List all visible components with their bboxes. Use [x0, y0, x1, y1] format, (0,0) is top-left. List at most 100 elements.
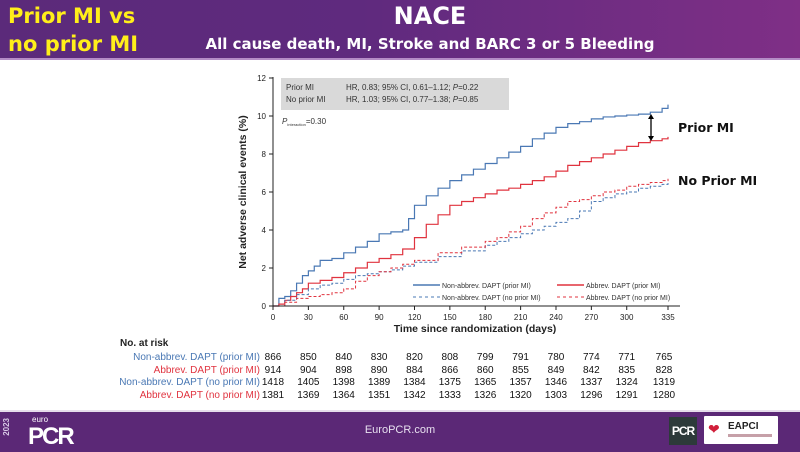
y-tick-label: 10 — [257, 112, 266, 121]
risk-value: 1280 — [652, 389, 676, 401]
risk-value: 1375 — [438, 377, 461, 388]
risk-table-row: Non-abbrev. DAPT (no prior MI) 1418 1405 13… — [0, 377, 800, 389]
annotation-no-prior-mi: No Prior MI — [678, 173, 757, 188]
y-tick-label: 8 — [262, 150, 267, 159]
stats-box — [281, 78, 509, 110]
risk-value: 1369 — [297, 389, 320, 401]
footer-year: 2023 — [2, 418, 11, 436]
y-axis-label: Net adverse clinical events (%) — [237, 115, 249, 269]
x-tick-label: 180 — [479, 313, 493, 322]
risk-value: 1389 — [367, 377, 391, 388]
y-tick-label: 12 — [257, 74, 266, 83]
risk-value: 1319 — [652, 377, 676, 388]
series-line-1 — [273, 136, 669, 307]
risk-value: 808 — [441, 352, 459, 363]
x-tick-label: 60 — [339, 313, 348, 322]
series-line-3 — [273, 178, 669, 307]
footer-website[interactable]: EuroPCR.com — [364, 424, 436, 436]
risk-table-row: Abbrev. DAPT (prior MI) 914 904 898 890 884 86… — [0, 365, 800, 377]
legend-label: Abbrev. DAPT (no prior MI) — [586, 295, 670, 302]
difference-arrow — [648, 114, 654, 141]
risk-value: 765 — [655, 352, 673, 363]
risk-value: 1381 — [261, 389, 285, 401]
legend-label: Non-abbrev. DAPT (no prior MI) — [442, 295, 541, 302]
series-line-2 — [273, 182, 669, 307]
legend-label: Non-abbrev. DAPT (prior MI) — [442, 283, 531, 290]
slide-title: NACE — [393, 2, 467, 30]
risk-value: 849 — [547, 364, 565, 376]
eapci-label: EAPCI — [728, 421, 759, 432]
header-banner: Prior MI vs no prior MI NACE All cause d… — [0, 0, 800, 60]
x-tick-label: 335 — [661, 313, 675, 322]
risk-value: 820 — [406, 352, 423, 363]
eapci-badge: ❤ EAPCI — [704, 416, 778, 444]
legend-label: Abbrev. DAPT (prior MI) — [586, 283, 660, 290]
risk-value: 830 — [370, 352, 388, 363]
x-tick-label: 270 — [585, 313, 599, 322]
x-tick-label: 150 — [443, 313, 457, 322]
footer-logo-pcr: PCR — [28, 423, 75, 450]
stats-row-prior-mi: Prior MI HR, 0.83; 95% CI, 0.61–1.12; P=… — [286, 83, 479, 92]
risk-row-label: Abbrev. DAPT (no prior MI) — [139, 389, 260, 401]
heart-icon: ❤ — [708, 421, 720, 437]
chart-legend: Non-abbrev. DAPT (prior MI) Abbrev. DAPT… — [413, 283, 670, 302]
risk-value: 1346 — [544, 377, 568, 388]
risk-value: 791 — [512, 352, 529, 363]
risk-value: 1365 — [474, 377, 497, 388]
x-tick-label: 0 — [271, 313, 276, 322]
risk-value: 855 — [512, 364, 529, 376]
eapci-tagline — [728, 434, 772, 437]
risk-value: 1320 — [509, 389, 532, 401]
x-tick-label: 90 — [375, 313, 384, 322]
y-tick-label: 0 — [262, 302, 267, 311]
x-tick-label: 240 — [549, 313, 563, 322]
pcr-badge: PCR — [669, 417, 697, 445]
risk-value: 1324 — [615, 377, 638, 388]
stats-group-label: Prior MI — [286, 83, 314, 92]
y-tick-label: 4 — [262, 226, 267, 235]
risk-value: 1398 — [332, 377, 355, 388]
risk-value: 835 — [618, 364, 636, 376]
risk-value: 898 — [335, 364, 353, 376]
p-interaction: Pinteraction=0.30 — [282, 117, 327, 127]
risk-value: 866 — [264, 352, 282, 363]
comparison-title-line1: Prior MI vs — [8, 4, 136, 28]
x-ticks: 0 30 60 90 120 150 180 210 240 270 300 335 — [271, 306, 675, 322]
risk-value: 780 — [547, 352, 565, 363]
stats-hr-text: HR, 1.03; 95% CI, 0.77–1.38; P=0.85 — [346, 95, 479, 104]
risk-table-row: Non-abbrev. DAPT (prior MI) 866 850 840 830 8… — [0, 352, 800, 364]
risk-value: 1296 — [580, 389, 603, 401]
risk-value: 1326 — [474, 389, 497, 401]
risk-value: 1337 — [580, 377, 603, 388]
risk-row-label: Non-abbrev. DAPT (no prior MI) — [119, 377, 260, 388]
risk-value: 842 — [583, 364, 600, 376]
risk-value: 1351 — [367, 389, 391, 401]
risk-value: 771 — [618, 352, 636, 363]
risk-value: 914 — [264, 364, 282, 376]
x-tick-label: 210 — [514, 313, 528, 322]
risk-value: 884 — [406, 364, 423, 376]
y-tick-label: 6 — [262, 188, 267, 197]
y-ticks: 0 2 4 6 8 10 12 — [257, 74, 273, 311]
risk-value: 866 — [441, 364, 459, 376]
series-layer — [273, 104, 669, 307]
comparison-title: Prior MI vs no prior MI — [8, 2, 138, 58]
y-tick-label: 2 — [262, 264, 267, 273]
x-tick-label: 30 — [304, 313, 313, 322]
x-axis-label: Time since randomization (days) — [394, 323, 557, 335]
risk-value: 799 — [476, 352, 494, 363]
risk-value: 860 — [476, 364, 494, 376]
risk-value: 774 — [583, 352, 600, 363]
series-line-0 — [273, 104, 669, 307]
risk-value: 1357 — [509, 377, 532, 388]
footer-logo-euro: euro — [32, 415, 49, 424]
risk-value: 1342 — [403, 389, 426, 401]
risk-value: 890 — [370, 364, 388, 376]
risk-value: 840 — [335, 352, 353, 363]
risk-value: 828 — [655, 364, 673, 376]
risk-row-label: Non-abbrev. DAPT (prior MI) — [133, 352, 260, 363]
risk-value: 1333 — [438, 389, 461, 401]
x-tick-label: 300 — [620, 313, 634, 322]
slide-subtitle: All cause death, MI, Stroke and BARC 3 o… — [205, 35, 655, 53]
